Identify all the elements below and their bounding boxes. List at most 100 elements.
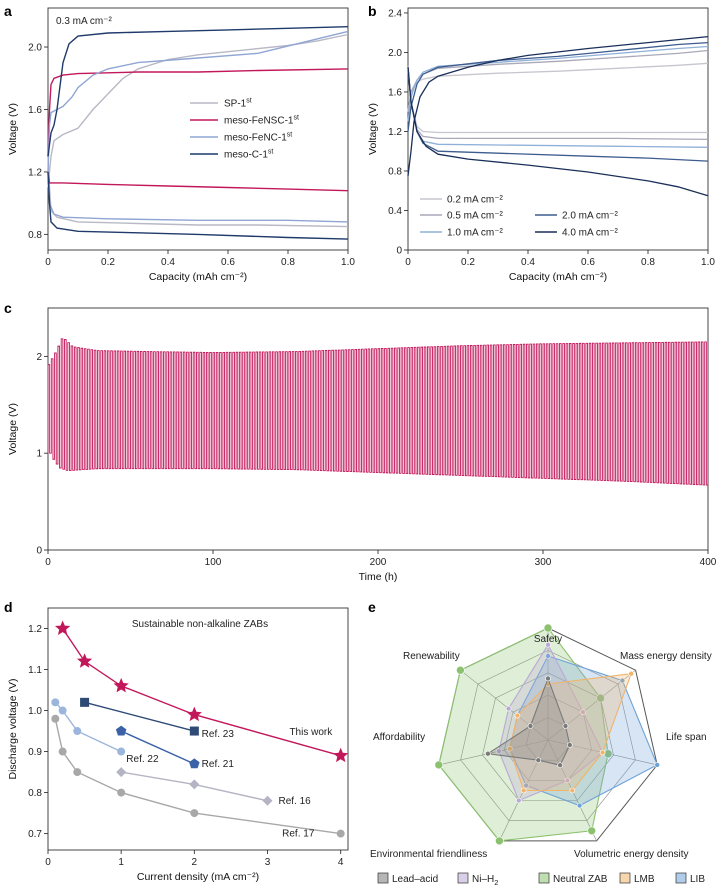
e-grid-ring bbox=[503, 694, 593, 781]
a-legend-entry: meso-C-1st bbox=[224, 149, 273, 161]
b-ytick-label: 0 bbox=[396, 246, 402, 257]
d-series-label: This work bbox=[289, 727, 333, 738]
e-series-point bbox=[456, 665, 465, 675]
e-series-area bbox=[438, 627, 609, 842]
a-legend-sup: st bbox=[246, 98, 252, 105]
d-xtick-label: 2 bbox=[192, 857, 198, 868]
a-legend-sup: st bbox=[268, 149, 274, 156]
c-xlabel: Time (h) bbox=[359, 571, 398, 583]
b-ytick-label: 0.8 bbox=[388, 166, 402, 177]
b-legend-entry: 0.5 mA cm⁻² bbox=[447, 211, 504, 222]
e-legend-name: LIB bbox=[690, 874, 705, 885]
e-legend-entry: LMB bbox=[634, 874, 655, 885]
e-legend-swatch bbox=[619, 872, 631, 884]
e-legend-swatch bbox=[377, 872, 389, 884]
e-series-point bbox=[523, 782, 529, 789]
a-legend-entry: meso-FeNSC-1st bbox=[224, 115, 299, 127]
d-series-line bbox=[120, 730, 195, 765]
a-ytick-label: 1.6 bbox=[28, 105, 42, 116]
a-xtick-label: 0.6 bbox=[221, 257, 235, 268]
panel-e: Safety Mass energy density Life span Volume… bbox=[370, 623, 712, 887]
b-ytick-label: 1.2 bbox=[388, 127, 402, 138]
e-grid-spoke bbox=[460, 669, 549, 741]
e-legend-swatch bbox=[538, 872, 550, 884]
e-axis-label: Mass energy density bbox=[620, 651, 712, 662]
e-legend-swatch bbox=[675, 872, 687, 884]
d-ytick-label: 1.1 bbox=[28, 665, 42, 676]
d-point-pentagon bbox=[115, 725, 127, 736]
d-series-label: Ref. 16 bbox=[278, 796, 311, 807]
e-series-point bbox=[599, 749, 606, 756]
e-series-point bbox=[654, 762, 661, 768]
e-series-point bbox=[535, 757, 542, 764]
d-point-circle bbox=[190, 809, 199, 818]
a-xtick-label: 1.0 bbox=[341, 257, 355, 268]
b-series-discharge-line bbox=[407, 67, 709, 197]
e-series-area bbox=[486, 676, 571, 766]
panel-label-b: b bbox=[368, 3, 377, 19]
e-series-point bbox=[496, 748, 502, 755]
d-ytick-label: 0.9 bbox=[28, 747, 42, 758]
d-point-circle bbox=[117, 747, 126, 756]
a-legend-entry: meso-FeNC-1st bbox=[224, 132, 292, 144]
e-axis-label: Environmental friendliness bbox=[370, 849, 487, 860]
c-xtick-label: 0 bbox=[45, 557, 51, 568]
a-series-discharge-line bbox=[47, 171, 349, 223]
c-ytick-label: 2 bbox=[36, 352, 42, 363]
b-ytick-label: 1.6 bbox=[388, 87, 402, 98]
e-series-point bbox=[596, 693, 605, 703]
d-point-star bbox=[186, 706, 202, 722]
a-series-discharge-line bbox=[47, 156, 349, 228]
e-axis-label: Renewability bbox=[403, 651, 460, 662]
d-point-circle bbox=[73, 727, 82, 736]
b-series-discharge-line bbox=[407, 66, 708, 134]
d-point-square bbox=[189, 726, 199, 736]
d-point-star bbox=[55, 620, 71, 635]
d-series-line bbox=[54, 718, 341, 835]
b-series-discharge-line bbox=[407, 66, 709, 141]
b-ylabel: Voltage (V) bbox=[367, 103, 379, 155]
e-series-point bbox=[566, 742, 573, 748]
b-series-discharge-line bbox=[407, 67, 709, 148]
e-axis-label: Affordability bbox=[373, 732, 425, 743]
e-series-point bbox=[628, 670, 635, 677]
b-ytick-label: 2.0 bbox=[388, 48, 402, 59]
e-series-point bbox=[580, 709, 586, 715]
d-annotation: Sustainable non-alkaline ZABs bbox=[132, 619, 268, 630]
d-point-circle bbox=[336, 829, 345, 838]
d-point-diamond bbox=[116, 767, 127, 778]
a-series-charge-line bbox=[47, 30, 349, 172]
e-legend-swatch bbox=[457, 872, 469, 884]
b-legend-entry: 2.0 mA cm⁻² bbox=[562, 211, 619, 222]
c-cycling-line bbox=[47, 338, 708, 486]
a-xtick-label: 0.2 bbox=[101, 257, 115, 268]
e-legend-entry: Neutral ZAB bbox=[553, 874, 608, 885]
a-legend-name: meso-C-1 bbox=[224, 150, 268, 161]
b-xtick-label: 0 bbox=[405, 257, 411, 268]
b-series-charge-line bbox=[407, 45, 709, 122]
d-ytick-label: 0.7 bbox=[28, 829, 42, 840]
e-series-point bbox=[557, 762, 563, 769]
panel-d: 0 1 2 3 4 0.7 0.8 0.9 1.0 1.1 1.2 Current density (… bbox=[7, 607, 349, 883]
a-xtick-label: 0.8 bbox=[281, 257, 295, 268]
d-point-diamond bbox=[189, 779, 200, 790]
d-point-circle bbox=[51, 714, 60, 723]
b-series-charge-line bbox=[407, 49, 709, 112]
b-xtick-label: 0.8 bbox=[641, 257, 655, 268]
e-series-point bbox=[545, 675, 551, 682]
e-legend-name: Neutral ZAB bbox=[553, 874, 608, 885]
a-series-discharge-line bbox=[47, 171, 349, 240]
a-annotation: 0.3 mA cm⁻² bbox=[56, 16, 113, 27]
d-point-square bbox=[80, 697, 90, 707]
a-ytick-label: 0.8 bbox=[28, 230, 42, 241]
d-point-circle bbox=[58, 747, 67, 756]
a-xtick-label: 0.4 bbox=[161, 257, 175, 268]
b-series-charge-line bbox=[407, 62, 709, 112]
e-legend-name: Lead–acid bbox=[392, 874, 438, 885]
a-legend-name: meso-FeNC-1 bbox=[224, 133, 287, 144]
e-series-point bbox=[545, 641, 551, 648]
a-series-charge-line bbox=[47, 33, 349, 188]
d-xtick-label: 4 bbox=[338, 857, 344, 868]
e-series-point bbox=[569, 787, 576, 794]
